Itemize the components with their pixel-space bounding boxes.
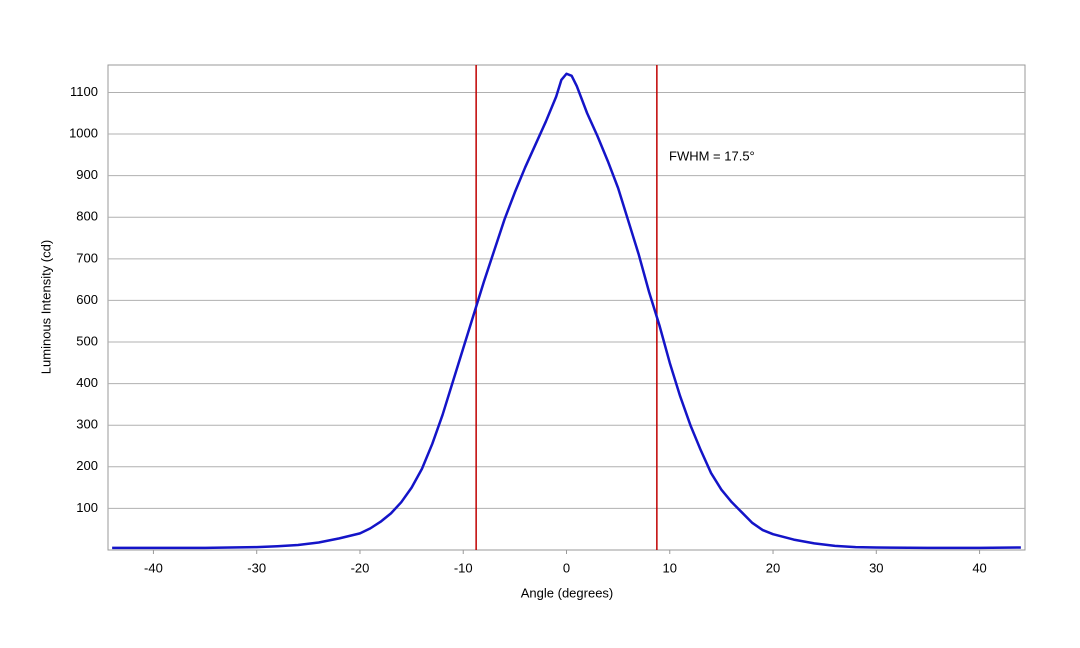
y-tick-label: 400 [76, 375, 98, 390]
y-tick-label: 100 [76, 500, 98, 515]
x-tick-label: -20 [351, 560, 370, 575]
intensity-curve [112, 72, 1021, 550]
x-tick-label: 10 [663, 560, 677, 575]
y-tick-label: 200 [76, 458, 98, 473]
plot-area [107, 64, 1026, 551]
y-tick-label: 500 [76, 333, 98, 348]
y-tick-label: 300 [76, 417, 98, 432]
x-tick-label: -30 [247, 560, 266, 575]
annotation: FWHM = 17.5° [669, 148, 755, 163]
x-tick-label: 40 [972, 560, 986, 575]
y-tick-label: 700 [76, 250, 98, 265]
y-tick-label: 800 [76, 209, 98, 224]
y-tick-label: 900 [76, 167, 98, 182]
y-tick-label: 600 [76, 292, 98, 307]
y-tick-label: 1000 [69, 125, 98, 140]
y-tick-label: 1100 [70, 84, 98, 99]
x-tick-label: 0 [563, 560, 570, 575]
x-tick-label: -40 [144, 560, 163, 575]
y-axis-label: Luminous Intensity (cd) [38, 240, 53, 374]
x-tick-label: 30 [869, 560, 883, 575]
x-tick-label: -10 [454, 560, 473, 575]
x-tick-label: 20 [766, 560, 780, 575]
x-axis-label: Angle (degrees) [521, 585, 614, 600]
